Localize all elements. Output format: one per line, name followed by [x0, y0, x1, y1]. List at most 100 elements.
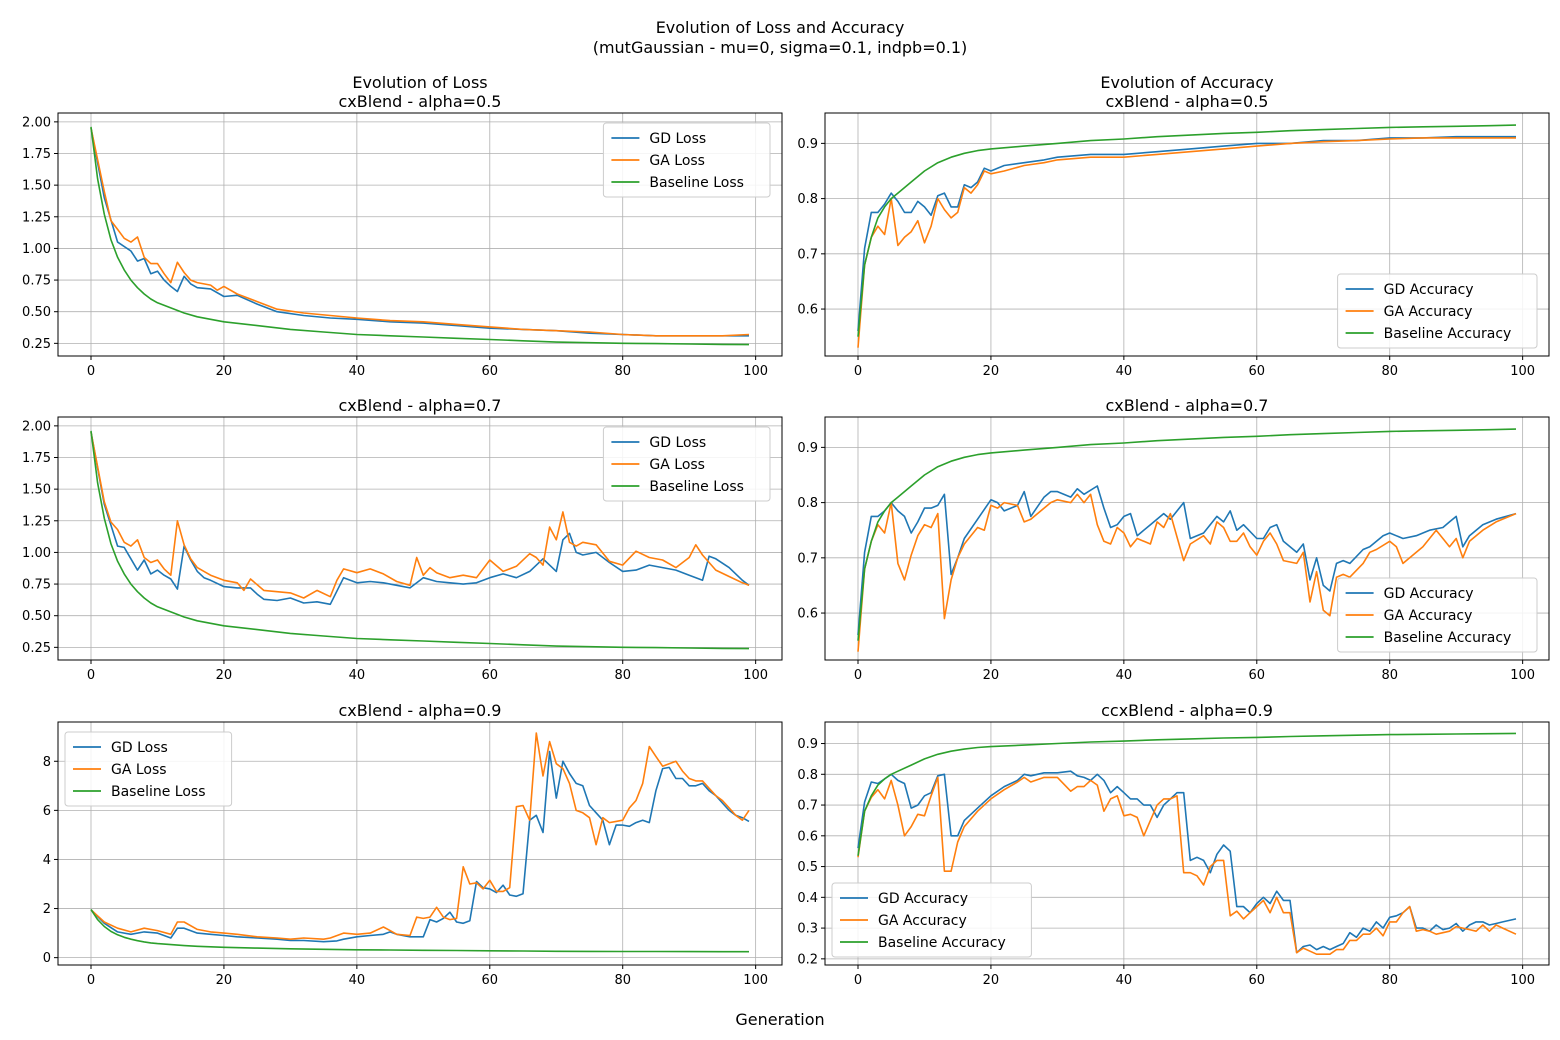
y-tick-label: 0.75 [22, 578, 51, 593]
x-tick-label: 80 [1381, 973, 1398, 988]
series-line-ga-loss [90, 432, 750, 599]
legend: GD Accuracy GA Accuracy Baseline Accuracy [1337, 273, 1538, 349]
series-line-baseline-loss [90, 126, 750, 346]
x-tick-label: 60 [1249, 668, 1266, 683]
legend-label: Baseline Loss [111, 784, 206, 800]
y-tick-label: 1.75 [22, 147, 51, 162]
x-tick-label: 0 [87, 668, 95, 683]
subplot-subtitle: cxBlend - alpha=0.5 [339, 92, 502, 111]
y-tick-label: 1.75 [22, 451, 51, 466]
x-tick-label: 40 [349, 668, 366, 683]
series-line-baseline-accuracy [857, 124, 1517, 337]
x-tick-label: 40 [1116, 668, 1133, 683]
y-tick-label: 8 [43, 755, 51, 770]
plot-frame [824, 416, 1550, 661]
legend-label: Baseline Loss [649, 175, 744, 191]
subplot-subtitle: cxBlend - alpha=0.9 [339, 701, 502, 720]
x-tick-label: 20 [216, 668, 233, 683]
series-line-ga-accuracy [857, 137, 1516, 348]
x-tick-label: 60 [1249, 973, 1266, 988]
x-tick-label: 100 [743, 668, 768, 683]
legend-label: GA Accuracy [878, 913, 967, 929]
legend-box [1337, 273, 1538, 349]
series-line-gd-loss [90, 750, 750, 943]
series-line-baseline-accuracy [857, 428, 1517, 641]
legend-label: Baseline Loss [649, 479, 744, 495]
subplot-6: 0 20 40 60 80 100 0.2 0.3 0.4 0.5 0.6 0.7 0.8 0.9 ccxB… [797, 701, 1550, 988]
y-tick-label: 0.3 [797, 922, 818, 937]
y-tick-label: 2.00 [22, 419, 51, 434]
legend-box [602, 426, 771, 502]
y-tick-label: 0.7 [797, 551, 818, 566]
y-tick-label: 0.4 [797, 891, 818, 906]
series-line-baseline-accuracy [857, 732, 1517, 856]
y-tick-label: 0.8 [797, 496, 818, 511]
x-tick-label: 80 [614, 364, 631, 379]
x-tick-label: 0 [854, 973, 862, 988]
x-tick-label: 60 [1249, 364, 1266, 379]
legend-label: GA Loss [649, 153, 705, 169]
legend: GD Accuracy GA Accuracy Baseline Accuracy [1337, 577, 1538, 653]
legend-label: GD Loss [111, 740, 168, 756]
x-tick-label: 100 [743, 364, 768, 379]
y-tick-label: 0.25 [22, 641, 51, 656]
x-tick-label: 40 [1116, 364, 1133, 379]
y-tick-label: 2 [43, 902, 51, 917]
y-tick-label: 0.5 [797, 860, 818, 875]
plot-frame [57, 416, 783, 661]
plot-frame [824, 112, 1550, 357]
series-line-ga-accuracy [857, 776, 1517, 956]
subplot-3: 0 20 40 60 80 100 0.25 0.50 0.75 1.00 1.25 1.50 1.75… [22, 396, 783, 683]
plot-frame [824, 721, 1550, 966]
plot-frame [57, 112, 783, 357]
y-tick-label: 0.9 [797, 137, 818, 152]
y-tick-label: 0 [43, 951, 51, 966]
legend-label: GD Accuracy [1384, 586, 1474, 602]
series-line-ga-loss [90, 128, 750, 337]
y-tick-label: 0.75 [22, 274, 51, 289]
y-tick-label: 0.50 [22, 609, 51, 624]
x-tick-label: 80 [1381, 668, 1398, 683]
subplot-subtitle: ccxBlend - alpha=0.9 [1101, 701, 1273, 720]
x-tick-label: 40 [1116, 973, 1133, 988]
subplot-subtitle: cxBlend - alpha=0.7 [1106, 396, 1269, 415]
y-tick-label: 4 [43, 853, 51, 868]
series-line-ga-loss [90, 732, 750, 941]
legend-box [1337, 577, 1538, 653]
y-tick-label: 0.9 [797, 737, 818, 752]
y-tick-label: 1.25 [22, 210, 51, 225]
x-tick-label: 20 [983, 973, 1000, 988]
legend-label: Baseline Accuracy [1384, 630, 1512, 646]
x-tick-label: 80 [614, 668, 631, 683]
subplot-subtitle: cxBlend - alpha=0.5 [1106, 92, 1269, 111]
series-line-baseline-loss [90, 909, 749, 953]
subplot-4: 0 20 40 60 80 100 0.6 0.7 0.8 0.9 cxBlend - alpha=… [797, 396, 1550, 683]
legend: GD Loss GA Loss Baseline Loss [64, 731, 233, 807]
y-tick-label: 0.6 [797, 607, 818, 622]
series-line-gd-loss [90, 432, 750, 606]
y-tick-label: 0.6 [797, 829, 818, 844]
subplot-2: 0 20 40 60 80 100 0.6 0.7 0.8 0.9 Evolution of Acc… [797, 73, 1550, 379]
x-tick-label: 40 [349, 364, 366, 379]
x-tick-label: 0 [87, 973, 95, 988]
subplot-1: 0 20 40 60 80 100 0.25 0.50 0.75 1.00 1.25 1.50 1.75… [22, 73, 783, 379]
x-tick-label: 0 [854, 364, 862, 379]
y-tick-label: 0.9 [797, 441, 818, 456]
x-tick-label: 20 [983, 668, 1000, 683]
y-tick-label: 1.00 [22, 242, 51, 257]
figure-title: Evolution of Loss and Accuracy [655, 18, 905, 37]
legend-box [831, 882, 1032, 958]
x-tick-label: 60 [482, 364, 499, 379]
x-tick-label: 100 [1510, 668, 1535, 683]
subplot-subtitle: cxBlend - alpha=0.7 [339, 396, 502, 415]
legend: GD Loss GA Loss Baseline Loss [602, 426, 771, 502]
legend-label: GD Loss [649, 435, 706, 451]
x-tick-label: 20 [216, 364, 233, 379]
legend: GD Accuracy GA Accuracy Baseline Accuracy [831, 882, 1032, 958]
x-tick-label: 80 [614, 973, 631, 988]
legend-label: Baseline Accuracy [1384, 326, 1512, 342]
y-tick-label: 1.25 [22, 514, 51, 529]
legend-box [64, 731, 233, 807]
legend: GD Loss GA Loss Baseline Loss [602, 122, 771, 198]
